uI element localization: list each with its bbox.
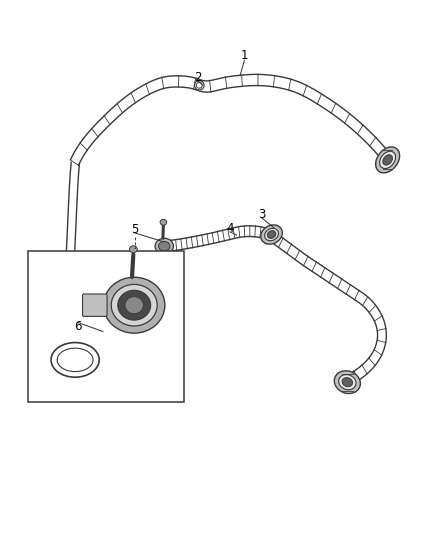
Ellipse shape (194, 80, 204, 90)
Text: 2: 2 (194, 71, 202, 84)
Ellipse shape (159, 241, 170, 251)
FancyBboxPatch shape (82, 294, 107, 317)
Text: 6: 6 (74, 320, 82, 333)
Ellipse shape (111, 285, 157, 326)
Text: 4: 4 (226, 222, 234, 235)
Ellipse shape (376, 147, 399, 173)
Ellipse shape (57, 284, 81, 305)
Ellipse shape (125, 297, 143, 314)
Ellipse shape (261, 225, 283, 244)
Ellipse shape (155, 238, 173, 254)
Ellipse shape (61, 287, 77, 301)
Ellipse shape (196, 83, 202, 88)
Bar (28, 251, 184, 402)
Ellipse shape (334, 371, 360, 393)
Ellipse shape (118, 290, 151, 320)
Text: 1: 1 (240, 50, 248, 62)
Ellipse shape (380, 151, 396, 168)
Text: 3: 3 (258, 208, 265, 221)
Ellipse shape (64, 290, 74, 298)
Ellipse shape (160, 219, 166, 225)
Text: 5: 5 (131, 223, 138, 236)
Ellipse shape (103, 277, 165, 333)
Ellipse shape (57, 348, 93, 372)
Ellipse shape (267, 231, 276, 238)
Ellipse shape (339, 375, 356, 390)
Ellipse shape (129, 246, 137, 253)
Ellipse shape (265, 228, 279, 241)
Ellipse shape (383, 155, 392, 165)
Ellipse shape (342, 377, 353, 387)
